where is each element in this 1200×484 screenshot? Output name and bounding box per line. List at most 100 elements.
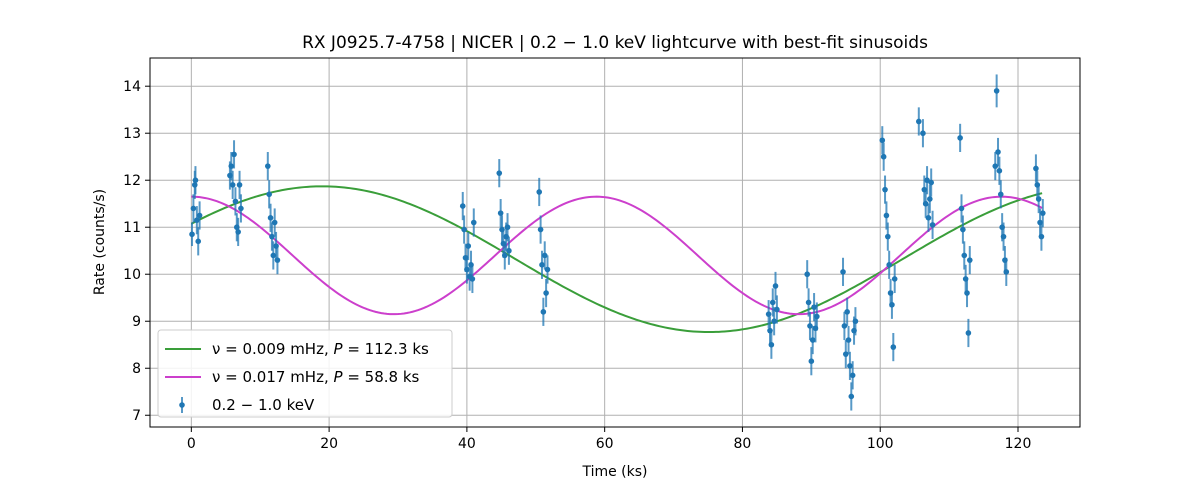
data-point: [957, 123, 963, 153]
data-point: [922, 189, 929, 218]
point-marker: [539, 262, 545, 268]
legend-label: ν = 0.009 mHz, P = 112.3 ks: [212, 340, 429, 358]
point-marker: [229, 182, 236, 188]
point-marker: [504, 224, 511, 231]
data-point: [271, 208, 278, 237]
legend-label-prefix: 0.2 − 1.0 keV: [212, 396, 315, 414]
point-marker: [883, 212, 890, 219]
data-point: [807, 311, 813, 341]
data-point: [497, 199, 504, 228]
point-marker: [189, 231, 195, 238]
point-marker: [886, 262, 892, 268]
y-axis: 7 8 9 10 11 12 13 14: [123, 79, 150, 424]
point-marker: [496, 170, 503, 176]
data-point: [889, 290, 895, 319]
data-point: [504, 213, 511, 242]
data-point: [459, 191, 466, 221]
y-tick-label: 13: [123, 126, 141, 142]
legend-entry-2: ν = 0.017 mHz, P = 58.8 ks: [165, 368, 420, 386]
point-marker: [236, 182, 243, 188]
point-marker: [960, 226, 966, 233]
data-point: [236, 170, 243, 200]
data-point: [992, 152, 999, 181]
data-point: [1003, 257, 1010, 286]
model-curves: [190, 185, 1043, 334]
data-point: [814, 302, 820, 331]
data-point: [852, 307, 859, 336]
data-point: [966, 246, 973, 275]
data-point: [891, 264, 898, 294]
data-point: [772, 271, 779, 301]
point-marker: [922, 200, 929, 207]
data-point: [840, 257, 846, 286]
point-marker: [459, 203, 466, 209]
data-point: [805, 288, 812, 317]
data-point: [808, 347, 815, 376]
data-point: [964, 278, 970, 308]
data-point: [192, 166, 199, 195]
y-tick-label: 7: [132, 408, 141, 424]
point-marker: [844, 309, 850, 315]
point-marker: [927, 196, 933, 202]
point-marker: [192, 177, 199, 184]
data-point: [267, 203, 274, 232]
data-point: [886, 250, 892, 279]
point-marker: [924, 177, 930, 184]
point-marker: [469, 276, 476, 282]
point-marker: [920, 130, 926, 137]
point-marker: [997, 191, 1004, 198]
data-point: [537, 215, 544, 244]
data-point: [496, 159, 503, 188]
legend-label-prefix: ν = 0.017 mHz,: [212, 368, 334, 386]
point-marker: [765, 311, 772, 317]
data-point: [774, 295, 780, 324]
data-point: [232, 187, 239, 216]
data-point: [229, 170, 236, 200]
data-point: [993, 74, 1000, 108]
x-tick-label: 20: [320, 436, 338, 452]
point-marker: [190, 205, 197, 212]
data-point: [965, 318, 972, 348]
data-point: [885, 222, 891, 251]
point-marker: [992, 163, 999, 169]
point-marker: [845, 337, 852, 343]
point-marker: [195, 238, 202, 245]
data-point: [238, 194, 244, 223]
point-marker: [805, 299, 812, 306]
y-tick-label: 14: [123, 79, 141, 95]
point-marker: [1035, 196, 1042, 202]
data-point: [461, 215, 467, 244]
point-marker: [961, 252, 968, 259]
point-marker: [231, 151, 237, 158]
point-marker: [891, 276, 898, 282]
x-axis: 0 20 40 60 80 100 120: [187, 427, 1031, 452]
data-point: [995, 137, 1001, 167]
data-point: [958, 194, 965, 223]
model-curve-1: [190, 185, 1043, 334]
data-point: [920, 119, 926, 148]
data-point: [765, 300, 772, 329]
data-point: [194, 206, 200, 235]
data-point: [916, 107, 922, 136]
data-point: [1040, 199, 1046, 228]
point-marker: [774, 306, 780, 313]
point-marker: [274, 257, 281, 263]
point-marker: [809, 337, 816, 343]
y-tick-label: 9: [132, 314, 141, 330]
point-marker: [537, 226, 544, 233]
data-point: [879, 126, 886, 155]
data-point: [544, 255, 551, 284]
point-marker: [958, 205, 965, 212]
point-marker: [196, 212, 203, 219]
data-point: [927, 184, 933, 214]
data-points: [189, 74, 1046, 411]
x-tick-label: 100: [867, 436, 894, 452]
point-marker: [464, 266, 470, 273]
point-marker: [852, 318, 859, 325]
data-point: [543, 278, 549, 308]
data-point: [464, 255, 470, 284]
point-marker: [501, 252, 508, 259]
data-point: [269, 222, 275, 251]
data-point: [804, 260, 810, 289]
